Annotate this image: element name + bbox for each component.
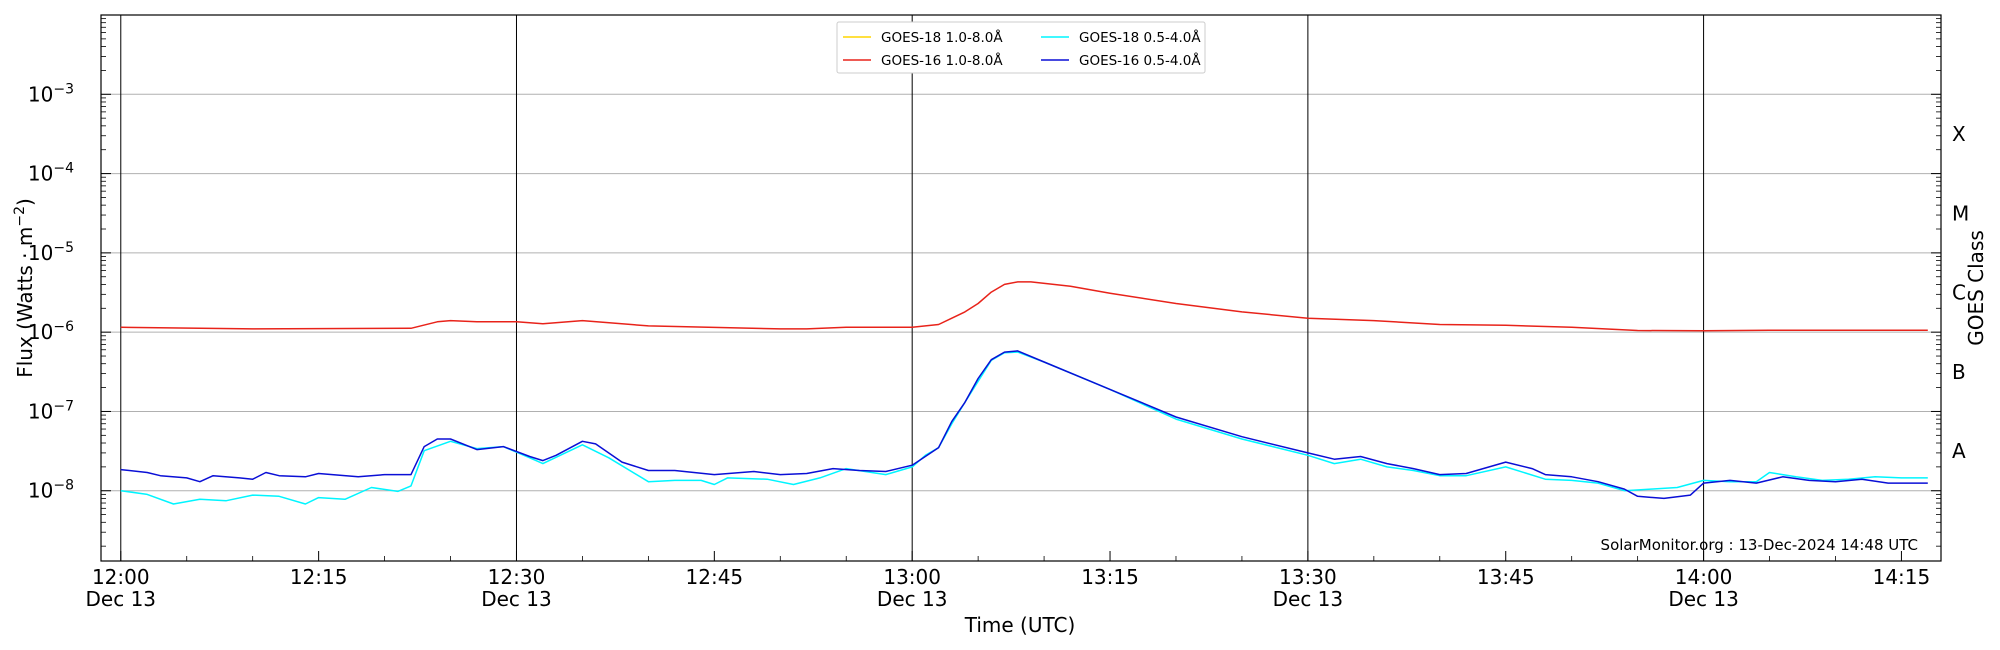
y-tick-label: 10−6 xyxy=(28,319,74,344)
source-annotation: SolarMonitor.org : 13-Dec-2024 14:48 UTC xyxy=(1601,536,1918,554)
x-tick-date-label: Dec 13 xyxy=(877,587,948,611)
y-tick-base: 10 xyxy=(28,479,53,503)
y-tick-label: 10−7 xyxy=(28,398,74,423)
y-tick-base: 10 xyxy=(28,320,53,344)
x-tick-date-label: Dec 13 xyxy=(481,587,552,611)
legend-label: GOES-18 1.0-8.0Å xyxy=(881,29,1003,46)
y-tick-exponent: −7 xyxy=(53,398,74,414)
x-tick-label: 12:45 xyxy=(686,565,744,589)
y-tick-label: 10−5 xyxy=(28,240,74,265)
legend-items: GOES-18 1.0-8.0Å GOES-16 1.0-8.0Å GOES-18 … xyxy=(843,29,1201,69)
y-tick-label: 10−8 xyxy=(28,478,74,503)
y-axis-label-main: Flux (Watts · m xyxy=(13,227,37,378)
y-tick-exponent: −4 xyxy=(53,161,74,177)
series-line-2 xyxy=(120,281,1928,332)
y-axis-ticks: 10−810−710−610−510−410−3 xyxy=(28,18,1941,547)
y-tick-label: 10−4 xyxy=(28,161,74,186)
x-tick-label: 14:00 xyxy=(1675,565,1733,589)
x-tick-label: 12:15 xyxy=(290,565,348,589)
goes-class-label: M xyxy=(1952,201,1969,225)
goes-class-label: X xyxy=(1952,122,1966,146)
y-tick-label: 10−3 xyxy=(28,81,74,106)
y-axis-label-exponent: −2 xyxy=(12,206,28,227)
x-tick-label: 13:15 xyxy=(1081,565,1139,589)
goes-class-labels: A B C M X xyxy=(1952,122,1969,463)
y-axis-label-close: ) xyxy=(13,198,37,206)
x-tick-label: 12:30 xyxy=(488,565,546,589)
legend-label: GOES-16 0.5-4.0Å xyxy=(1079,52,1201,69)
vertical-time-lines xyxy=(120,15,1705,561)
x-tick-label: 14:15 xyxy=(1873,565,1931,589)
x-tick-date-label: Dec 13 xyxy=(1273,587,1344,611)
goes-class-label: B xyxy=(1952,360,1966,384)
x-tick-label: 13:30 xyxy=(1279,565,1337,589)
x-tick-date-label: Dec 13 xyxy=(86,587,157,611)
y-tick-base: 10 xyxy=(28,162,53,186)
y-axis-label: Flux (Watts · m−2) xyxy=(12,198,37,378)
plot-frame xyxy=(100,14,1942,562)
legend-label: GOES-18 0.5-4.0Å xyxy=(1079,29,1201,46)
y-tick-exponent: −3 xyxy=(53,81,74,97)
legend-box xyxy=(836,21,1206,74)
y-tick-base: 10 xyxy=(28,82,53,106)
y-tick-exponent: −5 xyxy=(53,240,74,256)
goes-class-label: A xyxy=(1952,439,1966,463)
x-tick-label: 13:45 xyxy=(1477,565,1535,589)
y-tick-base: 10 xyxy=(28,241,53,265)
series-layer xyxy=(120,281,1928,505)
x-tick-date-label: Dec 13 xyxy=(1668,587,1739,611)
x-tick-label: 12:00 xyxy=(92,565,150,589)
series-line-4 xyxy=(120,350,1928,500)
right-axis-label: GOES Class xyxy=(1964,230,1988,346)
x-tick-label: 13:00 xyxy=(883,565,941,589)
y-tick-exponent: −6 xyxy=(53,319,74,335)
legend-label: GOES-16 1.0-8.0Å xyxy=(881,52,1003,69)
x-axis-label: Time (UTC) xyxy=(964,613,1076,637)
grid-layer xyxy=(101,93,1941,492)
series-line-3 xyxy=(120,351,1928,505)
y-tick-exponent: −8 xyxy=(53,478,74,494)
y-tick-base: 10 xyxy=(28,399,53,423)
goes-class-label: C xyxy=(1952,281,1966,305)
legend: GOES-18 1.0-8.0Å GOES-16 1.0-8.0Å GOES-18 … xyxy=(836,21,1206,74)
